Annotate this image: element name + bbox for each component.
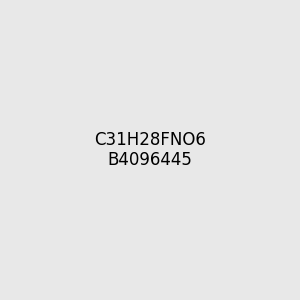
Text: C31H28FNO6
B4096445: C31H28FNO6 B4096445 xyxy=(94,130,206,170)
